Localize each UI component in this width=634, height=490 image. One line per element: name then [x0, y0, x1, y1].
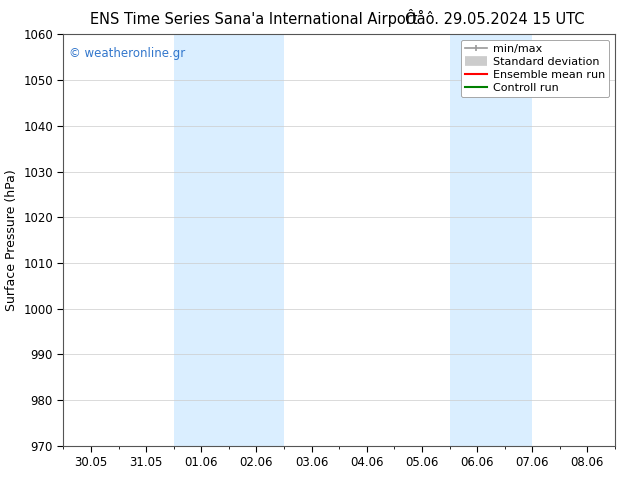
- Text: Ôåô. 29.05.2024 15 UTC: Ôåô. 29.05.2024 15 UTC: [404, 12, 585, 27]
- Y-axis label: Surface Pressure (hPa): Surface Pressure (hPa): [4, 169, 18, 311]
- Text: ENS Time Series Sana'a International Airport: ENS Time Series Sana'a International Air…: [90, 12, 417, 27]
- Legend: min/max, Standard deviation, Ensemble mean run, Controll run: min/max, Standard deviation, Ensemble me…: [460, 40, 609, 97]
- Text: © weatheronline.gr: © weatheronline.gr: [69, 47, 185, 60]
- Bar: [174, 34, 284, 446]
- Bar: [450, 34, 533, 446]
